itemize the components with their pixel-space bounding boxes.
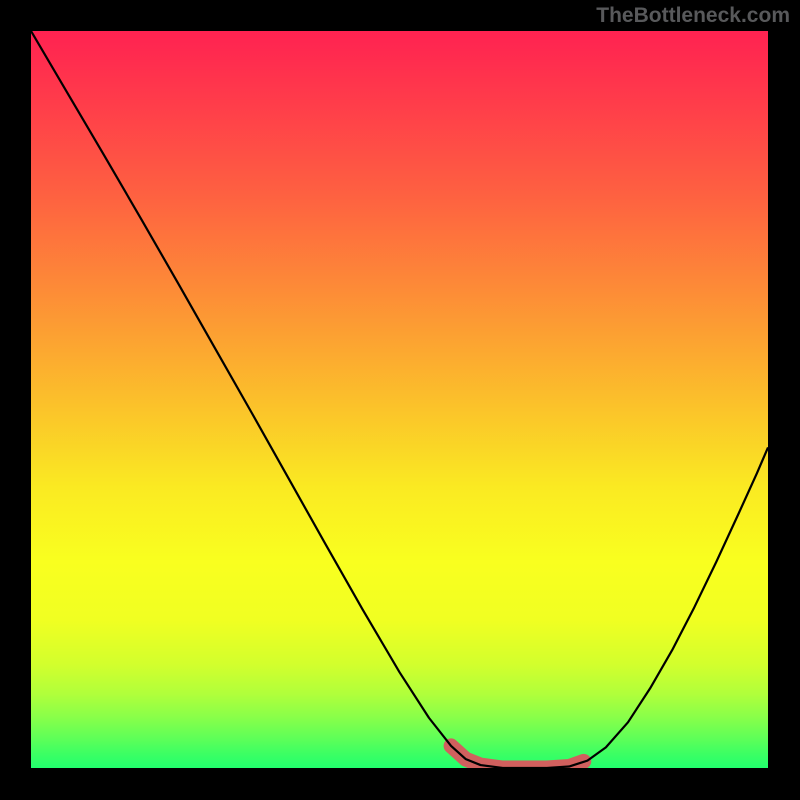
chart-container: TheBottleneck.com bbox=[0, 0, 800, 800]
watermark-text: TheBottleneck.com bbox=[596, 4, 790, 28]
plot-area bbox=[31, 31, 768, 768]
chart-svg bbox=[31, 31, 768, 768]
